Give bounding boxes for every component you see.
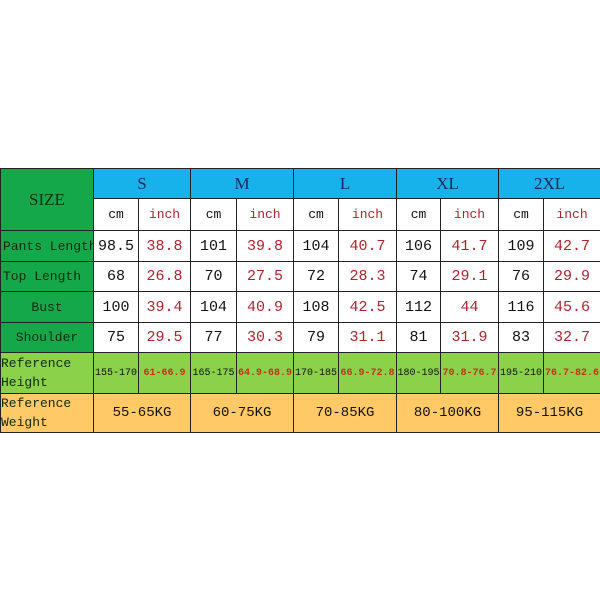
inch-value: 27.5 (236, 261, 294, 292)
cm-value: 77 (190, 322, 237, 353)
table-row: Shoulder 75 29.5 77 30.3 79 31.1 81 31.9 83 32.7 (0, 322, 600, 353)
reference-height-row: Reference Height 155-170 61-66.9 165-175 64.… (0, 352, 600, 394)
size-chart-table: SIZE S M L XL 2XL cm inch cm inch cm inch cm inch cm in… (0, 168, 600, 433)
height-cm: 180-195 (396, 352, 442, 394)
inch-value: 26.8 (138, 261, 191, 292)
inch-value: 42.7 (543, 230, 600, 262)
cm-value: 81 (396, 322, 442, 353)
cm-value: 112 (396, 291, 442, 323)
cm-value: 108 (293, 291, 339, 323)
row-label: Shoulder (0, 322, 94, 353)
weight-value: 80-100KG (396, 393, 500, 433)
inch-value: 31.1 (337, 322, 398, 353)
inch-value: 29.9 (543, 261, 600, 292)
inch-value: 40.7 (337, 230, 398, 262)
size-column-header: S (93, 168, 191, 199)
cm-value: 83 (498, 322, 545, 353)
cm-value: 74 (396, 261, 442, 292)
size-column-header: M (190, 168, 294, 199)
table-row: Bust 100 39.4 104 40.9 108 42.5 112 44 116 45.6 (0, 291, 600, 323)
size-column-header: XL (396, 168, 500, 199)
cm-value: 70 (190, 261, 237, 292)
cm-value: 72 (293, 261, 339, 292)
weight-value: 60-75KG (190, 393, 294, 433)
cm-value: 104 (293, 230, 339, 262)
cm-value: 100 (93, 291, 139, 323)
inch-value: 41.7 (440, 230, 500, 262)
height-inch: 66.9-72.8 (337, 352, 398, 394)
inch-value: 29.5 (138, 322, 191, 353)
height-cm: 155-170 (93, 352, 139, 394)
inch-value: 45.6 (543, 291, 600, 323)
cm-value: 76 (498, 261, 545, 292)
unit-inch: inch (337, 198, 398, 231)
height-cm: 165-175 (190, 352, 237, 394)
inch-value: 40.9 (236, 291, 294, 323)
unit-cm: cm (190, 198, 237, 231)
cm-value: 106 (396, 230, 442, 262)
size-header-label: SIZE (0, 168, 94, 231)
unit-cm: cm (293, 198, 339, 231)
size-column-header: 2XL (498, 168, 600, 199)
row-label: Pants Length (0, 230, 94, 262)
row-label: Reference Height (0, 352, 94, 394)
inch-value: 31.9 (440, 322, 500, 353)
reference-weight-row: Reference Weight 55-65KG 60-75KG 70-85KG 80-… (0, 393, 600, 433)
inch-value: 30.3 (236, 322, 294, 353)
weight-value: 95-115KG (498, 393, 600, 433)
table-row: Pants Length 98.5 38.8 101 39.8 104 40.7 106 41.… (0, 230, 600, 262)
inch-value: 42.5 (337, 291, 398, 323)
unit-inch: inch (138, 198, 191, 231)
unit-inch: inch (236, 198, 294, 231)
cm-value: 75 (93, 322, 139, 353)
height-inch: 70.8-76.7 (440, 352, 500, 394)
weight-value: 55-65KG (93, 393, 191, 433)
unit-inch: inch (543, 198, 600, 231)
table-row: Top Length 68 26.8 70 27.5 72 28.3 74 29.1 76 29.9 (0, 261, 600, 292)
cm-value: 109 (498, 230, 545, 262)
inch-value: 38.8 (138, 230, 191, 262)
inch-value: 39.4 (138, 291, 191, 323)
row-label: Reference Weight (0, 393, 94, 433)
unit-cm: cm (498, 198, 545, 231)
unit-cm: cm (93, 198, 139, 231)
height-cm: 170-185 (293, 352, 339, 394)
height-cm: 195-210 (498, 352, 545, 394)
inch-value: 32.7 (543, 322, 600, 353)
size-column-header: L (292, 168, 398, 199)
cm-value: 79 (293, 322, 339, 353)
cm-value: 98.5 (93, 230, 139, 262)
inch-value: 39.8 (236, 230, 294, 262)
weight-value: 70-85KG (292, 393, 398, 433)
unit-cm: cm (396, 198, 442, 231)
inch-value: 28.3 (337, 261, 398, 292)
cm-value: 101 (190, 230, 237, 262)
cm-value: 104 (190, 291, 237, 323)
height-inch: 64.9-68.9 (236, 352, 294, 394)
row-label: Top Length (0, 261, 94, 292)
height-inch: 61-66.9 (138, 352, 191, 394)
cm-value: 68 (93, 261, 139, 292)
unit-inch: inch (440, 198, 500, 231)
inch-value: 44 (440, 291, 500, 323)
cm-value: 116 (498, 291, 545, 323)
inch-value: 29.1 (440, 261, 500, 292)
height-inch: 76.7-82.6 (543, 352, 600, 394)
row-label: Bust (0, 291, 94, 323)
